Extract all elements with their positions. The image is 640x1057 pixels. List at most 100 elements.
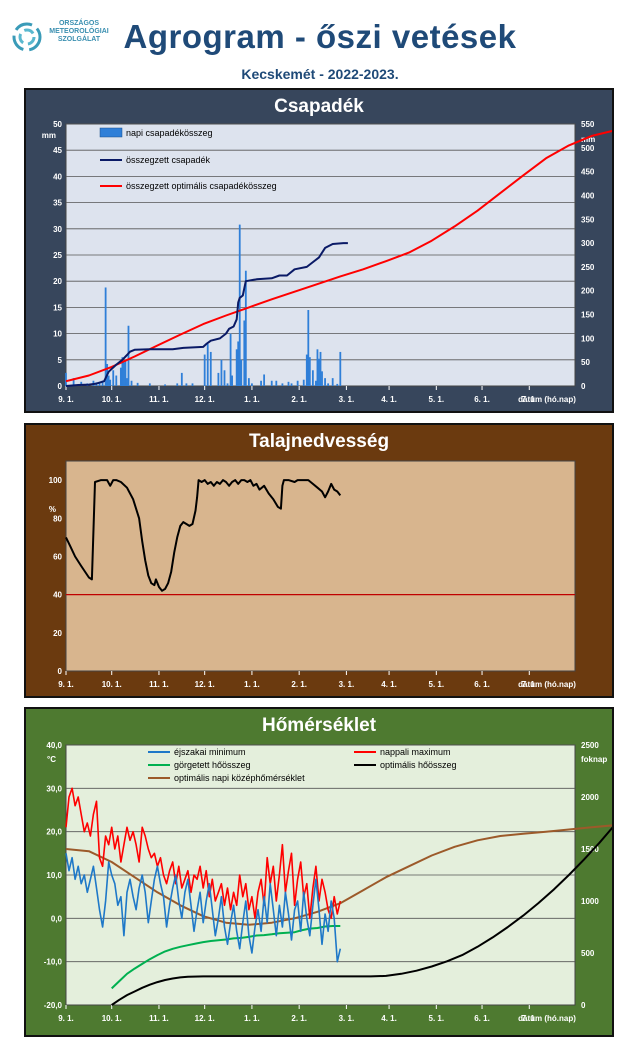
y2-axis-unit: mm [581,135,595,144]
x-tick-label: 9. 1. [58,395,74,404]
precip-bar [281,383,284,386]
precip-bar [308,357,311,386]
y-tick-label: 0 [58,382,63,391]
precip-bar [65,372,67,386]
y-axis-unit: mm [42,131,56,140]
legend-bars-label: napi csapadékösszeg [126,128,213,138]
precip-bar [305,354,308,386]
precip-bar [275,380,278,386]
precip-bar [217,372,220,386]
y-tick-label: 45 [53,146,62,155]
y2-tick-label: 1000 [581,897,599,906]
precip-bar [136,382,139,386]
precip-bar [209,351,212,386]
x-tick-label: 2. 1. [291,395,307,404]
y-tick-label: 5 [58,356,63,365]
y-tick-label: 30,0 [46,784,62,793]
precip-bar [104,287,107,386]
y-tick-label: 40 [53,591,62,600]
y-tick-label: 0,0 [51,914,63,923]
precip-bar [235,349,238,386]
x-tick-label: 12. 1. [195,395,215,404]
logo-line-2: METEOROLÓGIAI [49,28,109,35]
x-tick-label: 3. 1. [339,1014,355,1023]
x-tick-label: 1. 1. [244,1014,260,1023]
y-tick-label: 20 [53,277,62,286]
precip-bar [237,341,240,386]
precip-bar [164,384,166,386]
y2-tick-label: 500 [581,949,595,958]
precip-bar [290,383,293,386]
precip-bar [148,383,151,386]
x-tick-label: 7. 1. [521,1014,537,1023]
precip-bar [126,378,128,386]
precip-bar [339,351,342,386]
omsz-logo: ORSZÁGOS METEOROLÓGIAI SZOLGÁLAT [10,18,120,58]
y2-tick-label: 150 [581,311,595,320]
precip-bar [311,370,314,386]
legend-label-0: éjszakai minimum [174,747,246,757]
y-axis-unit: % [49,505,56,514]
precip-bar [127,325,130,386]
y-axis-unit: °C [47,755,56,764]
precip-bar [331,378,334,386]
y2-tick-label: 200 [581,287,595,296]
x-tick-label: 1. 1. [244,680,260,689]
x-tick-label: 3. 1. [339,680,355,689]
precip-bar [302,379,305,386]
page-subtitle: Kecskemét - 2022-2023. [241,66,399,82]
precip-bar [231,375,234,386]
y-tick-label: 50 [53,120,62,129]
optimal-precip-line [65,130,612,383]
precip-bar [121,357,124,386]
legend-label-1: nappali maximum [380,747,451,757]
x-axis-label: dátum (hó.nap) [518,680,576,689]
precip-bar [324,378,326,386]
x-tick-label: 9. 1. [58,1014,74,1023]
precip-bar [124,360,127,386]
precip-bar [327,383,330,386]
x-tick-label: 10. 1. [102,680,122,689]
precip-bar [263,374,266,386]
precipitation-panel: Csapadék 9. 1. 10. 1. 11. 1. 12. 1. 1. 1. 2. … [24,88,614,413]
precip-bar [123,362,125,386]
x-tick-label: 4. 1. [381,680,397,689]
y2-tick-label: 350 [581,215,595,224]
x-tick-label: 7. 1. [521,680,537,689]
legend-opt-label: összegzett optimális csapadékösszeg [126,181,277,191]
precip-bar [226,383,229,386]
optimal-heat-sum-line [111,826,612,1006]
y2-tick-label: 2500 [581,741,599,750]
x-tick-label: 6. 1. [474,680,490,689]
precip-bar [287,381,290,386]
x-tick-label: 5. 1. [429,1014,445,1023]
day-max-line [65,787,342,920]
night-min-line [65,853,342,963]
logo-line-3: SZOLGÁLAT [57,36,101,43]
x-tick-label: 5. 1. [429,395,445,404]
precip-bar [109,379,112,386]
precip-bar [315,380,317,386]
page-title: Agrogram - őszi vetések [123,18,517,55]
precip-bar [260,380,262,386]
x-tick-label: 3. 1. [339,395,355,404]
x-tick-label: 10. 1. [102,1014,122,1023]
y2-tick-label: 2000 [581,793,599,802]
legend-bars-swatch [99,127,123,138]
precip-bar [112,370,115,386]
plot-area [65,460,576,672]
x-tick-label: 2. 1. [291,680,307,689]
precip-bar [191,383,194,386]
precip-bar [321,371,323,386]
y2-tick-label: 450 [581,168,595,177]
y2-tick-label: 250 [581,263,595,272]
x-tick-label: 6. 1. [474,1014,490,1023]
precip-bar [244,270,247,386]
y2-tick-label: 400 [581,191,595,200]
precip-bar [101,380,104,386]
x-tick-label: 11. 1. [149,1014,169,1023]
y-tick-label: 20 [53,629,62,638]
precipitation-title: Csapadék [274,96,364,117]
precip-bar [251,383,253,386]
logo-line-1: ORSZÁGOS [58,20,100,27]
